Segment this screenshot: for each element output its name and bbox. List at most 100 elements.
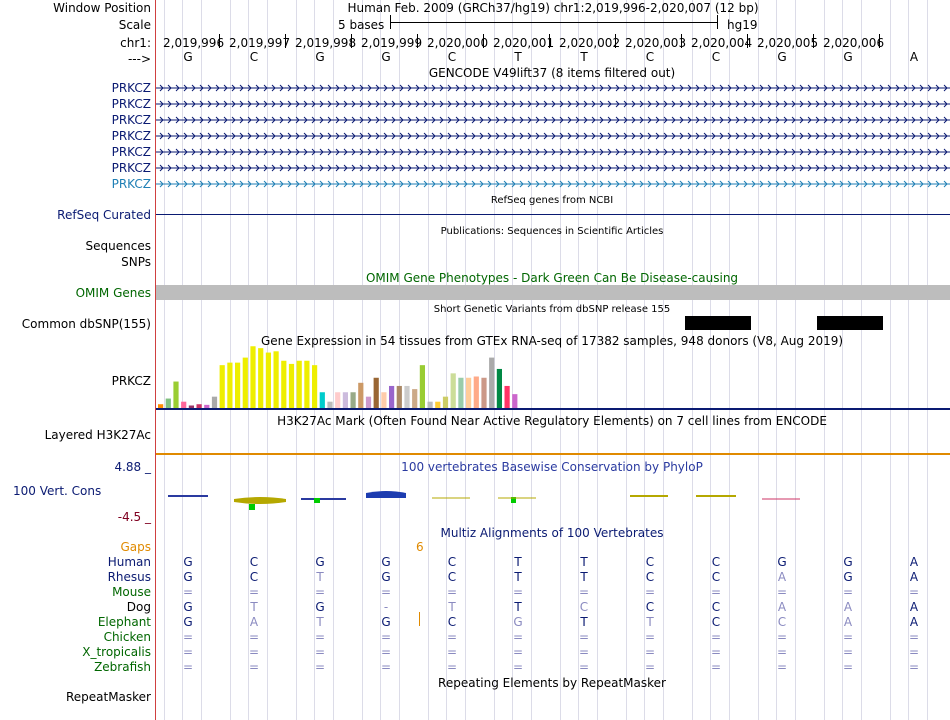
species-label[interactable]: X_tropicalis bbox=[82, 645, 151, 659]
gtex-bar[interactable] bbox=[335, 392, 341, 408]
gencode-transcript-row[interactable] bbox=[156, 98, 950, 108]
gtex-bar[interactable] bbox=[158, 404, 164, 408]
gtex-bar[interactable] bbox=[458, 377, 464, 408]
gtex-bar[interactable] bbox=[265, 352, 271, 408]
gtex-bar[interactable] bbox=[235, 362, 241, 408]
gtex-bar[interactable] bbox=[473, 376, 479, 409]
gtex-bar[interactable] bbox=[496, 368, 502, 408]
gtex-bar[interactable] bbox=[404, 385, 410, 408]
omim-label[interactable]: OMIM Genes bbox=[75, 286, 151, 300]
gtex-bar[interactable] bbox=[358, 382, 364, 408]
gtex-bar[interactable] bbox=[419, 365, 425, 408]
species-base: = bbox=[644, 660, 656, 674]
gtex-bar[interactable] bbox=[242, 357, 248, 408]
gtex-bar[interactable] bbox=[319, 392, 325, 408]
species-label[interactable]: Mouse bbox=[112, 585, 151, 599]
gtex-bar[interactable] bbox=[489, 357, 495, 408]
h3k27ac-signal[interactable] bbox=[156, 453, 950, 455]
gencode-item-3[interactable]: PRKCZ bbox=[111, 113, 151, 127]
species-label[interactable]: Elephant bbox=[97, 615, 151, 629]
gtex-bar[interactable] bbox=[381, 392, 387, 408]
species-base: G bbox=[183, 570, 193, 584]
gencode-item-6[interactable]: PRKCZ bbox=[111, 161, 151, 175]
gtex-bar[interactable] bbox=[165, 398, 171, 408]
dbsnp-variant-2[interactable] bbox=[817, 316, 883, 330]
gtex-bar[interactable] bbox=[512, 394, 518, 408]
gtex-bar[interactable] bbox=[196, 404, 202, 408]
dbsnp-label[interactable]: Common dbSNP(155) bbox=[21, 317, 151, 331]
gtex-bar[interactable] bbox=[396, 385, 402, 408]
gtex-bar[interactable] bbox=[281, 360, 287, 408]
gtex-bar[interactable] bbox=[466, 377, 472, 408]
gtex-bar[interactable] bbox=[481, 377, 487, 408]
gtex-bar[interactable] bbox=[288, 363, 295, 408]
species-base: = bbox=[380, 660, 392, 674]
gtex-bar[interactable] bbox=[412, 389, 418, 408]
grid-line bbox=[399, 0, 400, 720]
scale-bar bbox=[390, 15, 718, 29]
gencode-transcript-row[interactable] bbox=[156, 114, 950, 124]
species-base: = bbox=[578, 660, 590, 674]
gtex-bar[interactable] bbox=[173, 381, 179, 408]
gencode-item-1[interactable]: PRKCZ bbox=[111, 81, 151, 95]
gtex-bar[interactable] bbox=[435, 401, 441, 408]
grid-line bbox=[201, 0, 202, 720]
species-label[interactable]: Zebrafish bbox=[94, 660, 151, 674]
gtex-bar[interactable] bbox=[211, 396, 218, 408]
species-label[interactable]: Rhesus bbox=[107, 570, 151, 584]
omim-gene-bar[interactable] bbox=[156, 285, 950, 300]
gtex-bar[interactable] bbox=[450, 373, 456, 408]
ruler-position: 2,020,004 bbox=[691, 36, 753, 50]
gtex-bar[interactable] bbox=[304, 360, 310, 408]
gencode-transcript-row[interactable] bbox=[156, 146, 950, 156]
conservation-max-label: 4.88 _ bbox=[114, 460, 151, 474]
gtex-bar[interactable] bbox=[219, 365, 225, 408]
gtex-bar[interactable] bbox=[227, 362, 233, 408]
species-label[interactable]: Chicken bbox=[103, 630, 151, 644]
gencode-item-4[interactable]: PRKCZ bbox=[111, 129, 151, 143]
gtex-bar[interactable] bbox=[373, 377, 379, 408]
gencode-transcript-row[interactable] bbox=[156, 178, 950, 188]
conservation-logos[interactable] bbox=[156, 485, 950, 515]
gencode-item-7[interactable]: PRKCZ bbox=[111, 177, 151, 191]
publications-snps-label[interactable]: SNPs bbox=[121, 255, 151, 269]
gtex-bar[interactable] bbox=[296, 360, 302, 408]
gtex-bar-chart[interactable] bbox=[156, 345, 950, 411]
chrom-label: chr1: bbox=[120, 36, 151, 50]
gtex-bar[interactable] bbox=[273, 351, 279, 408]
gtex-bar[interactable] bbox=[342, 392, 348, 408]
dbsnp-variant-1[interactable] bbox=[685, 316, 751, 330]
gencode-transcript-row[interactable] bbox=[156, 130, 950, 140]
gtex-bar[interactable] bbox=[258, 348, 264, 408]
species-label[interactable]: Human bbox=[107, 555, 151, 569]
gtex-bar[interactable] bbox=[327, 401, 333, 408]
species-base: T bbox=[514, 570, 522, 584]
gtex-bar[interactable] bbox=[504, 385, 510, 408]
ruler-tick bbox=[219, 34, 220, 48]
species-label[interactable]: Dog bbox=[126, 600, 151, 614]
gtex-bar[interactable] bbox=[250, 346, 256, 408]
h3k27ac-label[interactable]: Layered H3K27Ac bbox=[44, 428, 151, 442]
refseq-gene-line[interactable] bbox=[156, 214, 950, 215]
gtex-bar[interactable] bbox=[365, 396, 372, 408]
gtex-bar[interactable] bbox=[181, 401, 187, 408]
gtex-bar[interactable] bbox=[188, 405, 194, 408]
gtex-bar[interactable] bbox=[389, 385, 395, 408]
gtex-bar[interactable] bbox=[204, 404, 210, 408]
gtex-bar[interactable] bbox=[427, 401, 433, 408]
cons-mark-3 bbox=[249, 504, 255, 510]
repeatmasker-label[interactable]: RepeatMasker bbox=[65, 690, 151, 704]
conservation-label[interactable]: 100 Vert. Cons bbox=[13, 484, 102, 498]
gtex-gene-label[interactable]: PRKCZ bbox=[111, 374, 151, 388]
gencode-transcript-row[interactable] bbox=[156, 82, 950, 92]
publications-sequences-label[interactable]: Sequences bbox=[85, 239, 151, 253]
gtex-bar[interactable] bbox=[350, 392, 356, 408]
gencode-item-5[interactable]: PRKCZ bbox=[111, 145, 151, 159]
gtex-bar[interactable] bbox=[312, 365, 318, 408]
browser-image-area[interactable] bbox=[156, 0, 950, 720]
refseq-label[interactable]: RefSeq Curated bbox=[57, 208, 151, 222]
species-base: - bbox=[383, 600, 389, 614]
gtex-bar[interactable] bbox=[442, 396, 449, 408]
gencode-transcript-row[interactable] bbox=[156, 162, 950, 172]
gencode-item-2[interactable]: PRKCZ bbox=[111, 97, 151, 111]
